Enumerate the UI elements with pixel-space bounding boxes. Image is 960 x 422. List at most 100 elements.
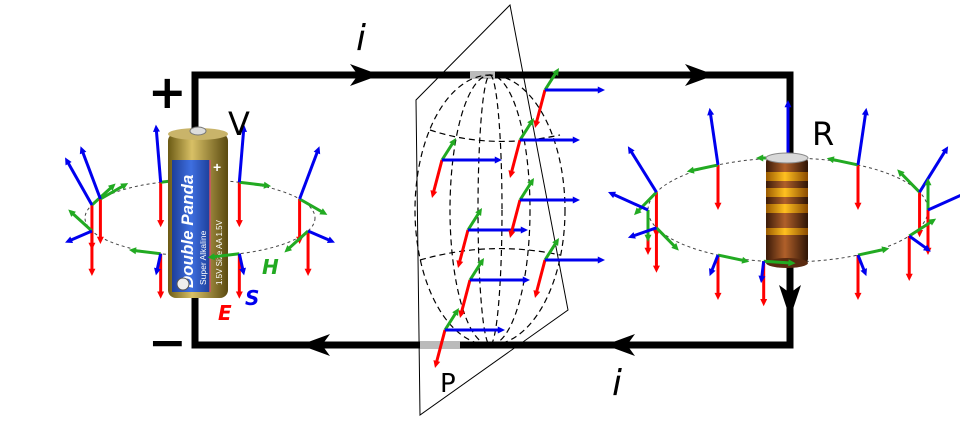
h-vector	[466, 211, 481, 231]
h-vector-head	[449, 138, 456, 146]
h-vector	[543, 241, 558, 261]
e-vector-head	[714, 292, 722, 301]
field-triad	[296, 146, 328, 244]
h-vector	[70, 211, 93, 233]
s-vector	[154, 129, 163, 183]
s-vector	[710, 254, 720, 273]
arrow-left-icon	[605, 334, 635, 356]
s-vector	[927, 193, 960, 212]
h-vector	[133, 248, 161, 256]
s-vector	[307, 229, 331, 243]
h-vector-head	[128, 247, 137, 255]
arrow-right-icon	[685, 64, 715, 86]
s-vector-head	[707, 107, 715, 116]
h-vector-head	[527, 118, 534, 126]
e-vector-head	[235, 220, 243, 228]
current-arrows	[300, 64, 801, 356]
voltage-label: V	[228, 105, 250, 143]
e-vector-head	[456, 260, 464, 268]
s-vector-head	[240, 124, 247, 133]
h-vector	[518, 181, 533, 201]
h-vector	[90, 185, 113, 207]
s-vector	[237, 253, 245, 271]
h-vector-head	[452, 308, 459, 316]
h-vector	[239, 180, 267, 188]
e-field-label: E	[218, 301, 232, 325]
s-vector-head	[597, 86, 605, 94]
plus-terminal-label: +	[148, 65, 187, 119]
e-vector-head	[157, 220, 165, 228]
h-vector	[468, 261, 483, 281]
s-vector	[632, 226, 657, 238]
field-triad	[430, 138, 502, 198]
s-vector-head	[627, 146, 635, 155]
field-triad	[508, 178, 580, 238]
field-triad	[65, 209, 96, 276]
arrow-right-icon	[350, 64, 380, 86]
field-triad	[508, 118, 580, 178]
e-vector-head	[235, 291, 243, 299]
h-vector-head	[107, 183, 116, 191]
h-vector-head	[756, 154, 764, 162]
e-vector	[509, 199, 522, 234]
e-vector	[457, 229, 470, 264]
field-triad	[458, 258, 530, 318]
s-vector	[80, 150, 102, 200]
h-vector	[655, 226, 677, 249]
s-vector	[908, 234, 928, 250]
battery-type: Super Alkaline	[198, 230, 208, 285]
h-vector-head	[634, 207, 642, 216]
field-triad	[207, 252, 246, 299]
current-label-bottom: i	[612, 363, 622, 404]
h-vector-head	[477, 258, 484, 266]
s-vector-head	[313, 146, 321, 155]
s-vector	[298, 150, 320, 200]
s-vector	[856, 254, 866, 273]
h-vector	[440, 141, 455, 161]
field-triad	[284, 229, 335, 276]
surface-plane-p	[415, 3, 569, 416]
h-field-label: H	[262, 255, 279, 279]
s-vector-head	[153, 124, 160, 133]
current-label-top: i	[356, 18, 366, 59]
field-triad	[826, 107, 869, 210]
e-vector-head	[854, 292, 862, 301]
h-vector	[717, 253, 745, 263]
s-vector	[69, 229, 93, 243]
resistor	[765, 152, 809, 268]
h-vector	[857, 247, 885, 257]
h-vector-head	[284, 245, 293, 253]
s-vector-head	[627, 232, 636, 239]
h-vector	[443, 311, 458, 331]
s-vector-head	[65, 236, 74, 243]
h-vector-head	[552, 68, 559, 76]
h-vector-head	[263, 181, 272, 189]
e-vector	[534, 259, 547, 294]
field-triad	[686, 107, 722, 210]
h-vector-head	[319, 208, 328, 215]
field-triad	[608, 191, 652, 255]
s-vector-head	[709, 268, 716, 277]
arrow-left-icon	[300, 334, 330, 356]
field-triad	[924, 178, 960, 255]
s-vector	[760, 261, 766, 279]
s-vector-head	[758, 275, 766, 284]
e-vector-head	[508, 230, 516, 238]
battery: + Double Panda Super Alkaline 1.5V Size …	[168, 126, 228, 298]
s-vector-head	[497, 326, 505, 334]
field-triad	[905, 218, 937, 281]
h-vector-head	[686, 166, 695, 174]
e-vector-head	[304, 268, 312, 276]
h-vector-head	[68, 209, 76, 217]
resistor-label: R	[812, 115, 834, 153]
s-vector-head	[860, 268, 867, 277]
s-vector-head	[79, 146, 87, 155]
h-vector-head	[671, 243, 679, 251]
s-vector-head	[608, 191, 616, 199]
field-vectors-plane	[430, 68, 605, 368]
field-triad	[79, 146, 129, 244]
e-vector-head	[533, 290, 541, 298]
s-vector-head	[572, 196, 580, 204]
s-vector-head	[326, 236, 335, 243]
